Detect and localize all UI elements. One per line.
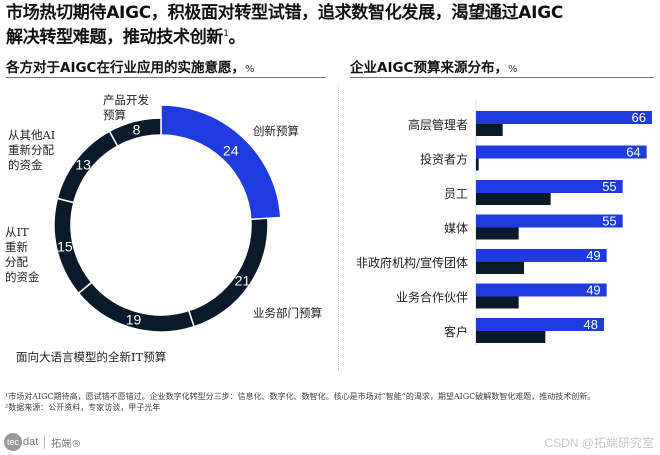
footnotes: ¹市场对AIGC期待高，愿试错不愿错过。企业数字化转型分三步：信息化、数字化、数…	[5, 391, 655, 413]
donut-chart: 24 21 19 15 13 8	[53, 104, 282, 333]
category-label: 非政府机构/宣传团体	[356, 255, 468, 270]
footnote-ref: 1	[223, 29, 229, 39]
label-innovation: 创新预算	[253, 124, 299, 138]
bar-secondary	[476, 193, 551, 205]
bar-primary	[476, 145, 647, 159]
label-new-it: 面向大语言模型的全新IT预算	[16, 350, 167, 364]
category-label: 业务合作伙伴	[396, 290, 468, 305]
label-product-dev: 产品开发 预算	[103, 93, 149, 122]
logo-text: dat	[23, 436, 39, 448]
headline-line-2: 解决转型难题，推动技术创新1。	[6, 27, 246, 48]
bar-secondary	[476, 158, 479, 171]
donut-segment	[108, 117, 162, 148]
donut-value-label: 15	[57, 238, 73, 254]
right-panel-title: 企业AIGC预算来源分布，%	[350, 60, 518, 76]
logo-separator	[44, 435, 46, 449]
bar-value-label: 49	[586, 283, 600, 298]
bar-primary	[476, 249, 607, 262]
bar-primary	[476, 180, 623, 193]
tecdat-logo: tec dat 拓端®	[4, 432, 81, 452]
logo-cn: 拓端®	[51, 438, 82, 450]
headline: 市场热切期待AIGC，积极面对转型试错，追求数智化发展，渴望通过AIGC 解决转…	[6, 3, 656, 49]
label-from-other-ai: 从其他AI 重新分配 的资金	[8, 128, 56, 172]
panel-divider	[338, 86, 339, 371]
bar-primary	[476, 214, 623, 228]
bar-value-label: 55	[602, 214, 616, 229]
watermark: CSDN @拓端研究室	[544, 436, 654, 450]
bar-primary	[476, 318, 604, 331]
bar-value-label: 64	[626, 145, 640, 160]
headline-line-1: 市场热切期待AIGC，积极面对转型试错，追求数智化发展，渴望通过AIGC	[6, 3, 564, 23]
bar-value-label: 66	[632, 110, 646, 125]
donut-value-label: 8	[133, 122, 141, 138]
bar-primary	[476, 283, 607, 297]
donut-value-label: 21	[235, 272, 251, 288]
label-from-it: 从IT 重新 分配 的资金	[5, 225, 40, 284]
left-panel-title: 各方对于AIGC在行业应用的实施意愿，%	[6, 60, 255, 76]
category-label: 高层管理者	[408, 117, 468, 132]
donut-segment	[160, 104, 282, 221]
bar-secondary	[476, 296, 519, 309]
right-title-rule	[350, 77, 654, 78]
category-label: 媒体	[444, 222, 468, 236]
category-label: 投资者方	[420, 152, 468, 167]
bar-value-label: 55	[602, 179, 616, 194]
bar-value-label: 48	[584, 317, 598, 332]
bar-secondary	[476, 124, 503, 136]
logo-mark: tec	[4, 433, 22, 451]
bar-value-label: 49	[586, 248, 600, 263]
left-title-rule	[6, 77, 326, 78]
donut-value-label: 13	[75, 157, 91, 173]
bar-secondary	[476, 331, 546, 343]
bar-primary	[476, 111, 652, 124]
unit-label: %	[244, 64, 255, 75]
category-label: 客户	[444, 324, 468, 339]
footnote-2: ²数据来源：公开资料，专家访谈，甲子光年	[5, 403, 161, 412]
unit-label: %	[507, 64, 518, 75]
footnote-1: ¹市场对AIGC期待高，愿试错不愿错过。企业数字化转型分三步：信息化、数字化、数…	[5, 392, 596, 401]
donut-value-label: 19	[126, 312, 142, 328]
bar-chart: 高层管理者 66 投资者方 64 员工 55 媒体 55 非政府机构/宣传团体 49 业务合作伙伴 4…	[356, 100, 652, 345]
bar-secondary	[476, 262, 524, 274]
category-label: 员工	[444, 187, 468, 201]
donut-value-label: 24	[223, 143, 239, 159]
bar-secondary	[476, 227, 519, 240]
label-business: 业务部门预算	[253, 306, 322, 320]
